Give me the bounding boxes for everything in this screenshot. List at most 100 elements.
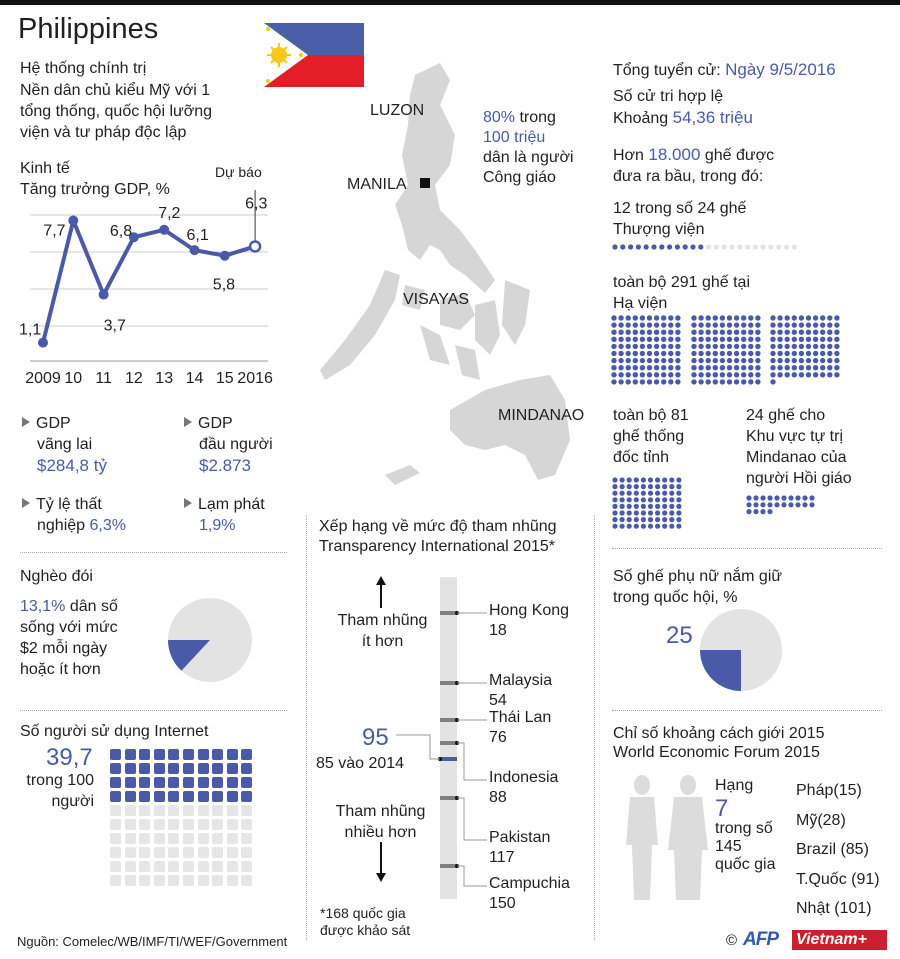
house-seat-dot [726,336,733,342]
house-seat-dot [748,315,754,321]
x-tick-label: 11 [95,370,112,387]
house-seat-dot [805,350,812,357]
waffle-cell [124,847,136,858]
indicator-inflation: Lạm phát 1,9% [184,494,265,536]
house-seat-dot [691,329,697,335]
country-rank-label: Pakistan 117 [489,828,550,868]
country-rank: 88 [489,789,507,806]
house-seat-dot [834,372,840,378]
governor-seat-dot [640,490,646,496]
house-seat-dot [748,365,754,371]
house-seat-dot [805,372,812,378]
house-seat-dot [719,372,726,378]
country-rank: 54 [489,692,507,709]
house-seat-dot [784,365,790,371]
house-seat-dot [661,365,667,371]
waffle-cell [212,847,224,858]
house-seat-dot [712,343,718,350]
mindanao-island [450,375,570,480]
house-seat-dot [748,372,754,378]
governor-seat-dot [676,490,682,496]
house-seat-dot [770,329,776,335]
house-seat-dot [661,336,667,342]
house-seat-dot [632,350,638,357]
waffle-cell [183,819,194,830]
internet-waffle-chart [110,749,260,889]
house-seat-dot [698,322,704,328]
house-seat-dot [632,372,638,378]
house-seat-dot [812,329,819,335]
house-seat-dot [827,350,833,357]
governor-seat-dot [612,497,618,503]
house-seat-dot [755,350,761,357]
gdp-value-label: 6,1 [187,227,209,244]
house-seat-dot [668,357,674,364]
house-seat-dot [733,343,740,350]
house-seat-dot [791,357,797,364]
governor-seat-dot [619,523,625,529]
house-seat-dot [698,329,704,335]
governor-seat-dot [662,497,668,503]
waffle-cell [241,847,253,858]
divider [594,515,595,940]
house-seat-dot [611,365,617,371]
waffle-cell [241,749,253,760]
senate-seat-dot [776,244,782,250]
country-rank-label: Campuchia 150 [489,874,570,914]
waffle-cell [124,777,136,788]
corruption-footnote: *168 quốc gia được khảo sát [320,905,411,938]
house-seat-dot [777,357,783,364]
house-seat-dot [784,329,790,335]
house-seat-dot [712,365,718,371]
governor-seat-dot [619,497,625,503]
waffle-cell [153,833,165,844]
gdp-chart-title: Tăng trưởng GDP, % [20,181,170,198]
house-seat-dot [646,357,653,364]
governor-seat-dot [662,490,668,496]
house-seat-dot [653,350,660,357]
house-seat-dot [668,343,674,350]
house-seat-dot [805,343,812,350]
house-seat-dot [705,329,711,335]
poverty-text: 13,1% dân số sống với mức $2 mỗi ngày hoặc … [20,598,118,678]
philippines-leader-line [396,734,440,760]
gdp-point [98,289,109,300]
internet-text: trong 100 người [26,772,94,810]
house-seat-dot [770,336,776,342]
house-seat-dot [812,336,819,342]
house-seat-dot [668,350,674,357]
waffle-cell [124,749,136,760]
map-label-luzon: LUZON [370,102,425,119]
house-seat-dot [748,343,754,350]
philippines-map [320,63,570,485]
house-seat-dot [770,357,776,364]
waffle-cell [153,749,165,760]
waffle-cell [183,763,194,774]
country-rank: 117 [489,849,515,866]
armm-seat-dot [767,509,773,515]
governor-seat-dot [676,497,682,503]
governor-seat-dot [633,477,639,483]
country-name: Indonesia [489,769,559,786]
house-seat-dot [733,322,740,328]
armm-seat-dot [760,509,766,515]
house-seat-dot [741,343,747,350]
house-seat-dot [834,336,840,342]
house-seat-dot [653,357,660,364]
house-seat-dot [741,350,747,357]
house-seat-dot [755,357,761,364]
voters: Số cử tri hợp lệ Khoảng 54,36 triệu [613,88,753,127]
governor-seat-dot [655,503,661,509]
house-seat-dot [705,372,711,378]
house-seat-dot [668,336,674,342]
internet-value: 39,7 [46,744,93,771]
house-seat-dot [705,322,711,328]
house-seat-dot [698,350,704,357]
waffle-cell [197,819,209,830]
country-rank-label: Malaysia 54 [489,671,552,711]
map-label-manila: MANILA [347,176,407,193]
country-tick [440,741,457,745]
house-seat-dot [777,343,783,350]
gender-comparison-list: Pháp(15) Mỹ(28) Brazil (85) T.Quốc (91) … [796,776,880,924]
house-seat-dot [611,322,617,328]
